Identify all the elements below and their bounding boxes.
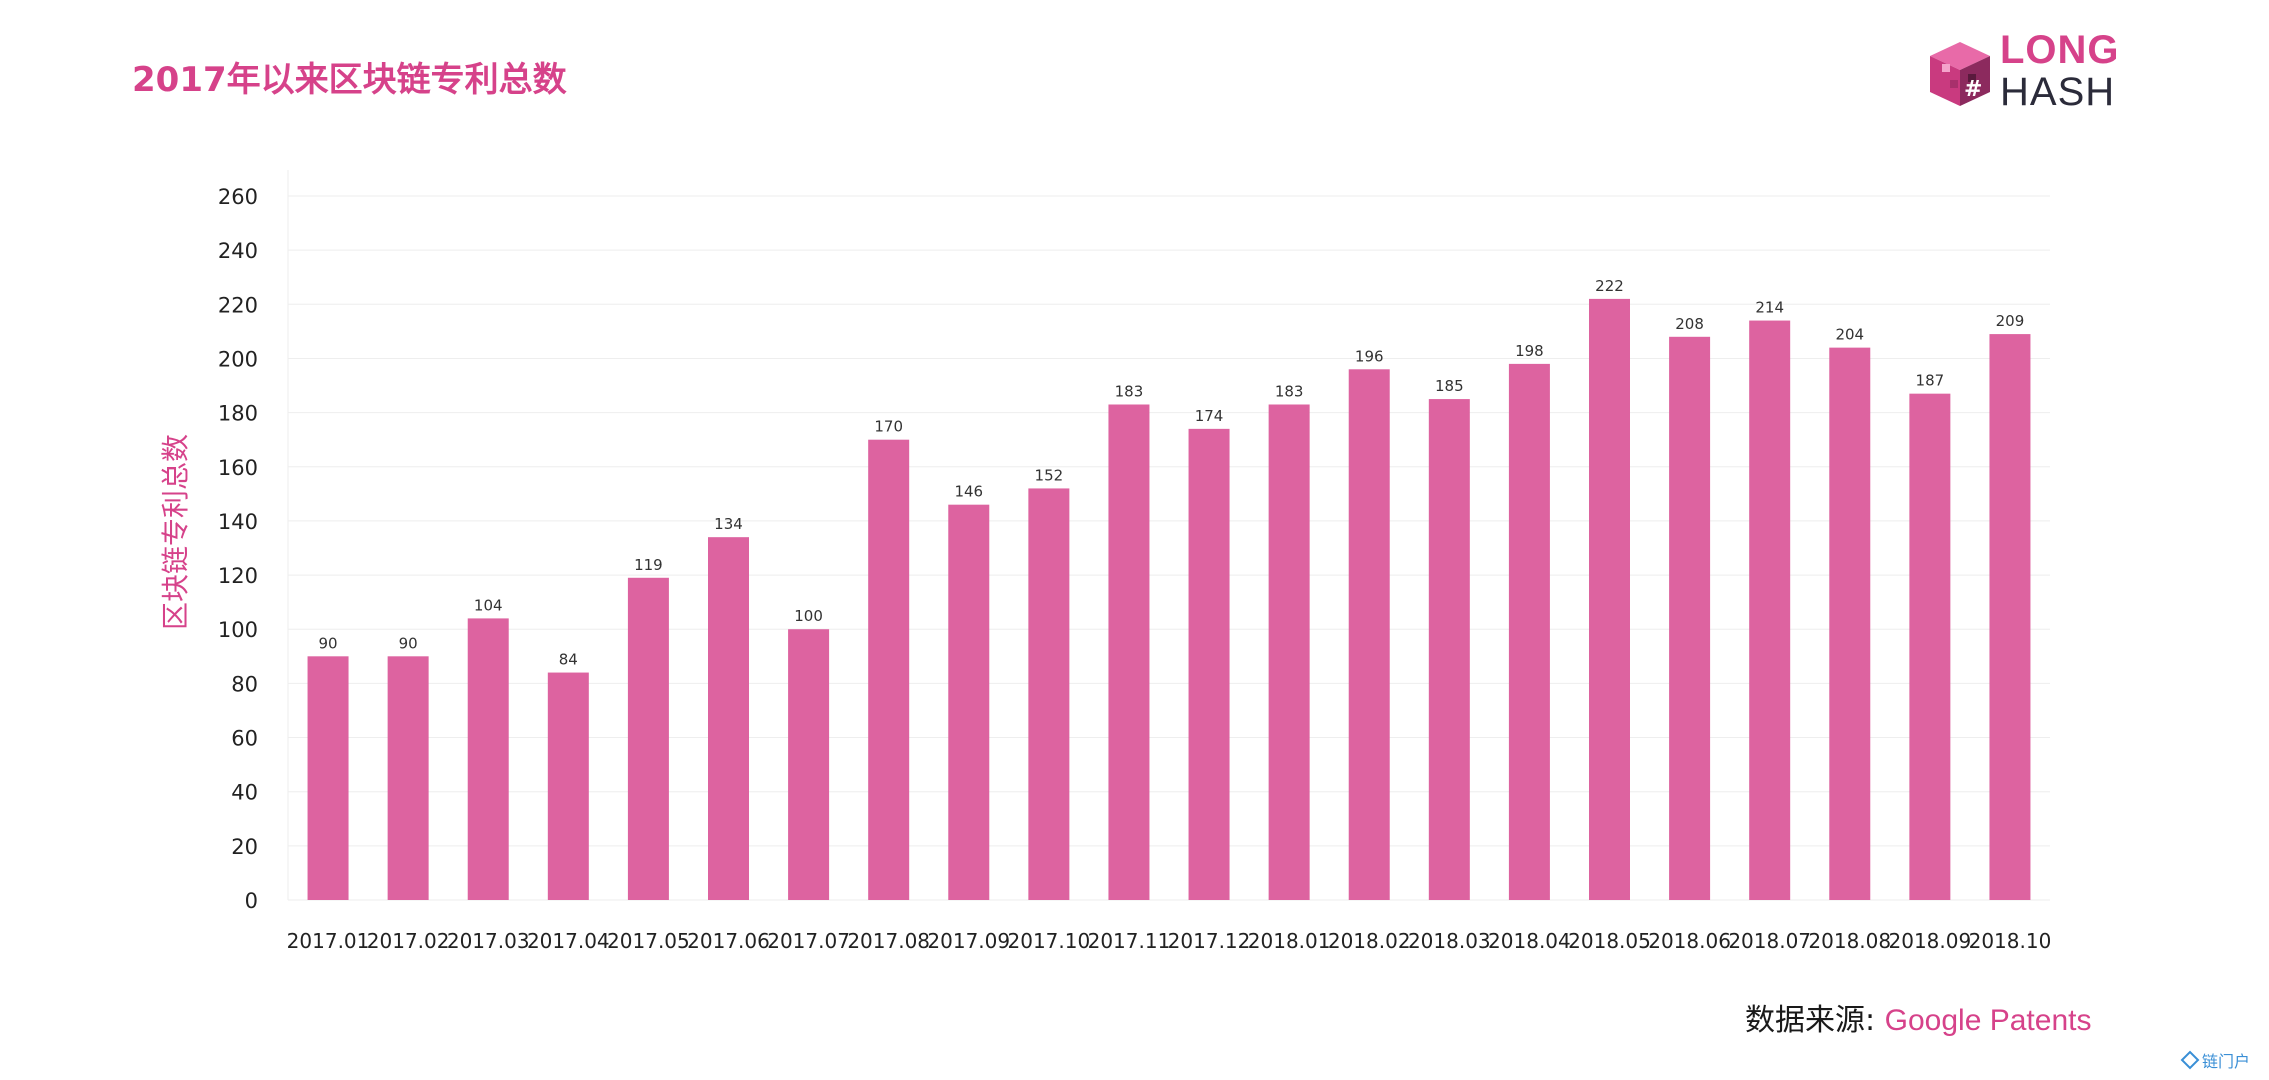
bar-data-label: 183 xyxy=(1115,382,1144,400)
x-tick-label: 2017.12 xyxy=(1168,929,1251,953)
bar-data-label: 90 xyxy=(399,634,418,652)
bar xyxy=(1749,320,1791,900)
y-tick-label: 180 xyxy=(218,402,258,426)
data-source-value: Google Patents xyxy=(1884,1004,2092,1037)
bar xyxy=(1829,347,1871,901)
y-tick-label: 240 xyxy=(218,239,258,263)
bar-data-label: 104 xyxy=(474,596,503,614)
bar xyxy=(1589,298,1630,900)
y-tick-label: 0 xyxy=(245,889,258,913)
bar xyxy=(1268,404,1310,900)
x-tick-label: 2017.04 xyxy=(527,929,610,953)
bar-data-label: 100 xyxy=(794,607,823,625)
bar-data-label: 196 xyxy=(1355,347,1384,365)
bar-data-label: 90 xyxy=(318,634,337,652)
bar xyxy=(788,629,830,900)
bar-data-label: 208 xyxy=(1675,315,1704,333)
y-tick-label: 200 xyxy=(218,347,258,371)
bar xyxy=(307,656,349,900)
y-tick-label: 140 xyxy=(218,510,258,534)
bar-data-label: 174 xyxy=(1195,407,1224,425)
y-tick-label: 100 xyxy=(218,618,258,642)
bar-data-label: 198 xyxy=(1515,342,1544,360)
logo-cube-icon: # xyxy=(1930,42,1990,106)
bar xyxy=(948,504,990,900)
x-tick-label: 2017.06 xyxy=(687,929,770,953)
y-tick-label: 60 xyxy=(231,727,258,751)
bar-data-label: 84 xyxy=(559,651,578,669)
bar-data-label: 119 xyxy=(634,556,663,574)
x-tick-label: 2018.02 xyxy=(1328,929,1411,953)
y-tick-label: 20 xyxy=(231,835,258,859)
x-tick-label: 2017.11 xyxy=(1088,929,1171,953)
watermark-icon xyxy=(2180,1050,2200,1070)
longhash-logo: # LONG HASH xyxy=(1920,28,2120,118)
logo-text-long: LONG xyxy=(2000,28,2120,72)
bar xyxy=(1348,369,1390,900)
x-tick-label: 2017.01 xyxy=(287,929,370,953)
logo-text-hash: HASH xyxy=(2000,70,2116,114)
bar xyxy=(1909,393,1951,900)
bar xyxy=(627,577,669,900)
y-tick-label: 260 xyxy=(218,185,258,209)
bar xyxy=(868,439,910,900)
bar-data-label: 187 xyxy=(1916,372,1945,390)
data-source: 数据来源: Google Patents xyxy=(1745,995,2091,1039)
bar xyxy=(1508,363,1550,900)
x-tick-label: 2017.08 xyxy=(847,929,930,953)
x-tick-label: 2017.02 xyxy=(367,929,450,953)
bar-data-label: 146 xyxy=(954,483,983,501)
bar xyxy=(708,537,749,900)
y-tick-label: 120 xyxy=(218,564,258,588)
x-tick-label: 2018.01 xyxy=(1248,929,1331,953)
bar xyxy=(1428,399,1470,900)
bar-data-label: 134 xyxy=(714,515,743,533)
x-tick-label: 2017.09 xyxy=(927,929,1010,953)
bar-data-label: 204 xyxy=(1835,326,1864,344)
bar-data-label: 185 xyxy=(1435,377,1464,395)
y-tick-label: 220 xyxy=(218,293,258,317)
bar xyxy=(1108,404,1150,900)
bar-data-label: 214 xyxy=(1755,299,1784,317)
x-tick-label: 2018.08 xyxy=(1808,929,1891,953)
y-tick-label: 160 xyxy=(218,456,258,480)
bar-data-label: 209 xyxy=(1996,312,2025,330)
bar-data-label: 183 xyxy=(1275,382,1304,400)
watermark-text: 链门户 xyxy=(2202,1052,2251,1071)
y-tick-label: 40 xyxy=(231,781,258,805)
x-tick-label: 2018.10 xyxy=(1969,929,2052,953)
x-tick-label: 2018.07 xyxy=(1728,929,1811,953)
data-source-label: 数据来源: xyxy=(1745,1003,1885,1038)
y-tick-label: 80 xyxy=(231,672,258,696)
bar xyxy=(387,656,429,900)
bar-data-label: 222 xyxy=(1595,277,1624,295)
bar-data-label: 152 xyxy=(1035,466,1064,484)
x-tick-label: 2018.05 xyxy=(1568,929,1651,953)
chart-title: 2017年以来区块链专利总数 xyxy=(132,60,567,100)
x-tick-label: 2018.09 xyxy=(1889,929,1972,953)
bar xyxy=(1188,428,1230,900)
x-tick-label: 2017.07 xyxy=(767,929,850,953)
svg-text:#: # xyxy=(1964,77,1982,102)
bar xyxy=(1669,336,1711,900)
x-tick-label: 2017.03 xyxy=(447,929,530,953)
x-tick-label: 2018.04 xyxy=(1488,929,1571,953)
bar-data-label: 170 xyxy=(874,418,903,436)
x-tick-label: 2017.10 xyxy=(1008,929,1091,953)
x-tick-label: 2018.03 xyxy=(1408,929,1491,953)
bar xyxy=(547,672,589,900)
bar xyxy=(1989,334,2031,901)
x-tick-label: 2017.05 xyxy=(607,929,690,953)
bar xyxy=(467,618,509,900)
bar xyxy=(1028,488,1070,900)
x-tick-label: 2018.06 xyxy=(1648,929,1731,953)
